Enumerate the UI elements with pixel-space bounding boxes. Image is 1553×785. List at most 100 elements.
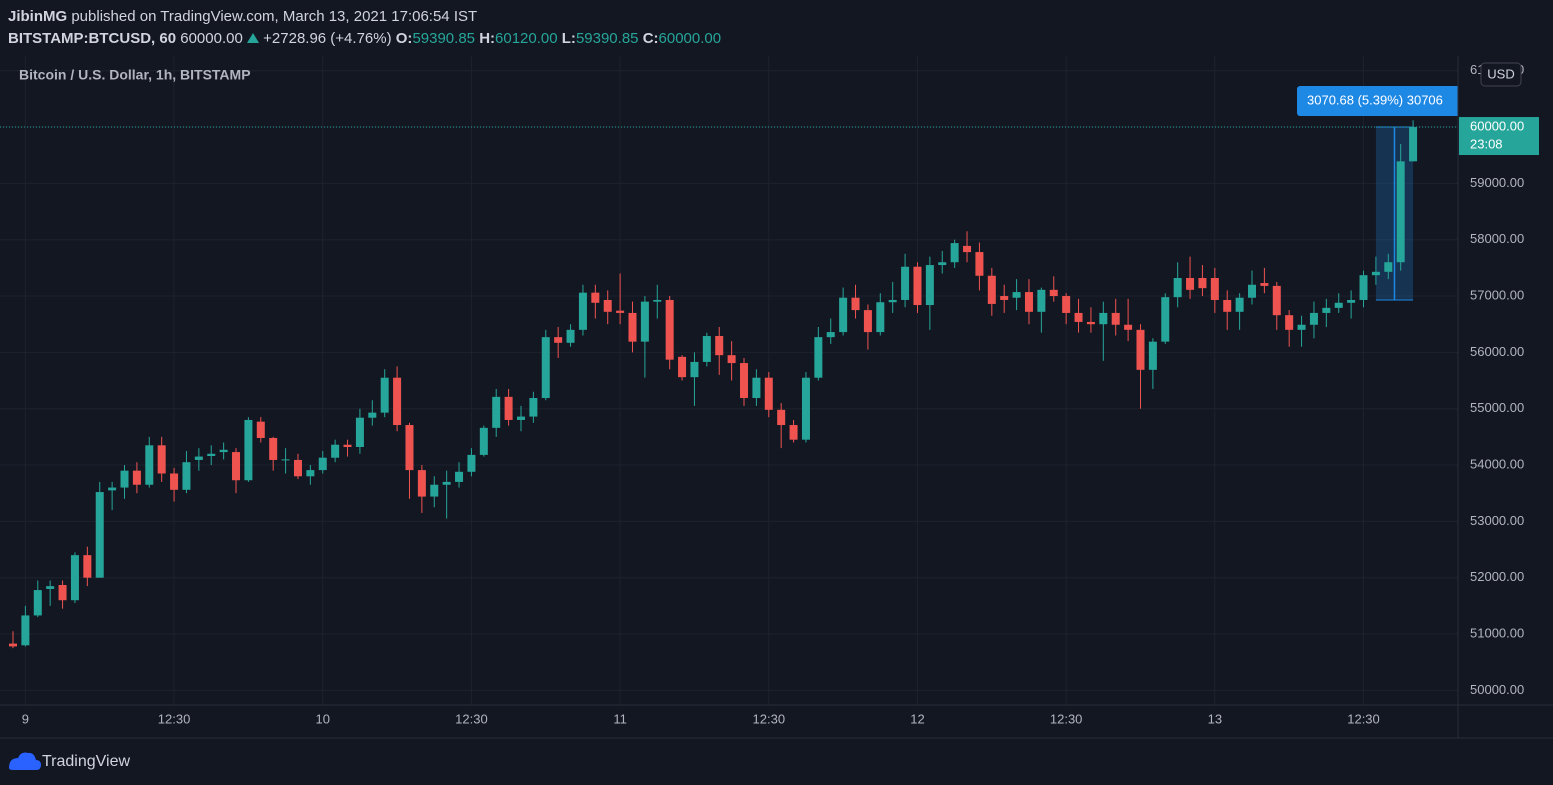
y-tick-label: 56000.00 [1470,344,1524,359]
measure-label-box [1297,86,1458,117]
candle-body [1111,312,1120,325]
candle-body [925,265,934,306]
candle-body [1223,299,1232,312]
candle-body [851,297,860,311]
candle-body [83,555,92,578]
candle-body [95,492,104,578]
candle-body [120,470,129,488]
candle-body [1124,324,1133,330]
candle-body [256,421,265,438]
candle-body [1334,302,1343,308]
candle-body [1409,127,1418,162]
candle-body [46,586,55,589]
candle-body [715,336,724,356]
y-tick-label: 53000.00 [1470,513,1524,528]
axes: 50000.00 51000.00 52000.00 53000.00 54000.00… [22,62,1539,726]
candle-body [1384,262,1393,272]
candle-body [876,302,885,333]
x-tick-label: 12:30 [455,711,488,726]
candle-body [343,444,352,447]
candle-body [417,470,426,497]
ohlc: O:59390.85 H:60120.00 L:59390.85 C:60000… [396,30,721,47]
x-tick-label: 12:30 [158,711,191,726]
candle-body [455,471,464,482]
candle-body [58,585,67,601]
header-line-2: BITSTAMP:BTCUSD, 60 60000.00 +2728.96 (+… [8,28,721,50]
candle-body [405,425,414,471]
y-tick-label: 54000.00 [1470,456,1524,471]
ohlc-value: 60000.00 [658,30,722,47]
candle-body [1136,329,1145,370]
change: +2728.96 (+4.76%) [263,30,392,47]
candle-body [1161,297,1170,342]
candle-body [1322,307,1331,313]
symbol: BITSTAMP:BTCUSD, 60 [8,30,177,47]
candle-body [293,459,302,477]
candle-body [975,252,984,276]
candle-body [863,310,872,333]
last-price-tag [1459,117,1539,156]
currency-button-box[interactable] [1480,62,1522,87]
last-price-label: 60000.00 [1470,118,1524,133]
candle-body [541,337,550,398]
candle-body [516,416,525,420]
x-tick-label: 10 [316,711,330,726]
measure-label: 3070.68 (5.39%) 30706 [1307,92,1443,107]
candle-body [566,329,575,343]
candle-body [318,457,327,471]
candle-body [157,445,166,474]
candle-body [21,615,30,646]
candle-body [1000,296,1009,300]
y-tick-label: 57000.00 [1470,287,1524,302]
candle-body [888,299,897,303]
currency-button[interactable]: USD [1480,62,1522,87]
candle-body [554,337,563,343]
ohlc-value: 60120.00 [495,30,558,47]
candle-body [839,297,848,333]
candle-body [1285,315,1294,330]
logo-icon[interactable] [9,752,41,770]
candle-body [740,363,749,398]
candle-body [1186,278,1195,290]
header: JibinMG published on TradingView.com, Ma… [8,6,721,50]
candle-body [1396,161,1405,263]
candle-body [232,452,241,481]
candle-body [244,419,253,481]
candle-body [1099,312,1108,325]
brand[interactable]: TradingView [42,753,130,770]
y-tick-label: 55000.00 [1470,400,1524,415]
candle-body [777,409,786,426]
currency-label[interactable]: USD [1487,66,1514,81]
countdown: 23:08 [1470,136,1503,151]
candle-body [1173,278,1182,298]
candle-body [727,355,736,364]
candle-body [578,292,587,330]
candle-body [504,396,513,420]
candle-body [380,377,389,413]
candle-body [690,361,699,378]
logo[interactable]: TradingView [9,752,130,771]
candle-body [1074,312,1083,322]
candle-body [219,449,228,453]
candle-body [1235,297,1244,312]
candle-body [1012,292,1021,298]
candle-body [306,470,315,477]
author: JibinMG [8,8,68,25]
candle-body [182,462,191,490]
candle-body [1024,292,1033,312]
candle-body [145,445,154,485]
candle-body [207,453,216,457]
x-tick-label: 12 [910,711,924,726]
ohlc-value: 59390.85 [575,30,639,47]
candle-body [764,377,773,410]
x-tick-label: 12:30 [753,711,786,726]
candle-body [33,590,42,616]
candle-body [1347,299,1356,303]
candle-body [479,427,488,455]
y-tick-label: 59000.00 [1470,175,1524,190]
x-tick-label: 13 [1208,711,1222,726]
candle-body [938,262,947,266]
candle-body [1086,321,1095,325]
